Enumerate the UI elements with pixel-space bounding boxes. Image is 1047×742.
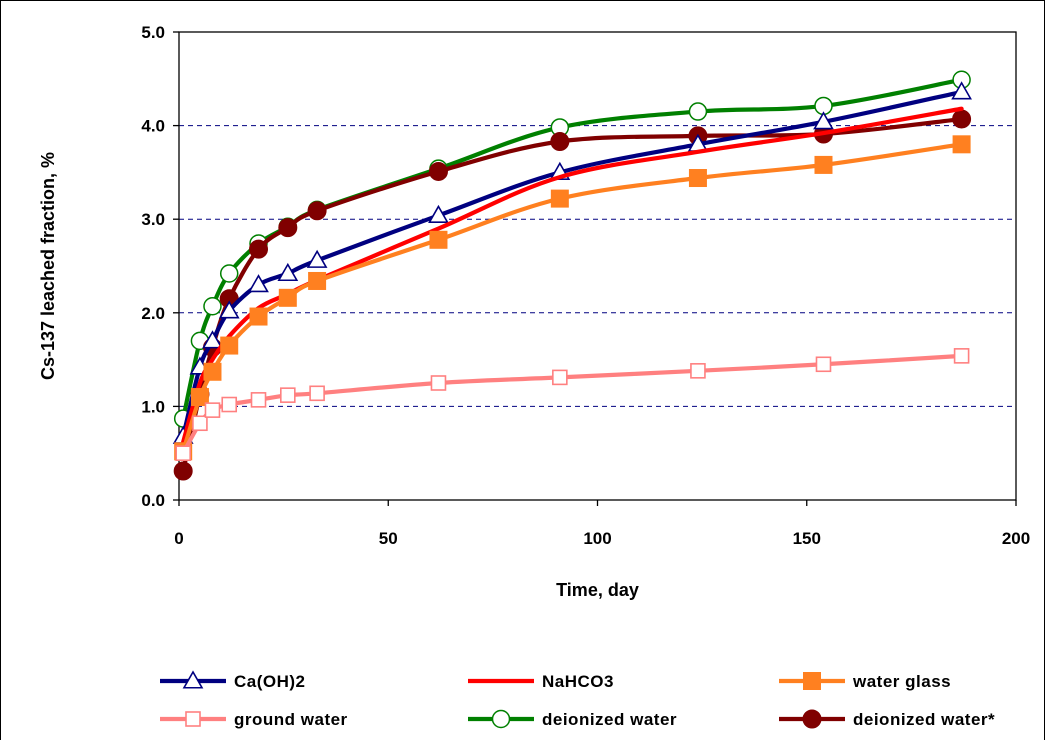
data-point-square — [249, 307, 268, 326]
data-point-circle — [952, 109, 972, 129]
data-point-circle — [688, 102, 708, 121]
y-axis-title: Cs-137 leached fraction, % — [38, 152, 58, 380]
data-point-triangle — [182, 670, 204, 689]
data-point-square — [192, 415, 208, 432]
data-point-circle — [249, 239, 269, 259]
y-tick-label: 5.0 — [141, 23, 165, 42]
data-point-square — [953, 348, 970, 364]
y-tick-label: 0.0 — [141, 491, 165, 510]
data-point-circle — [802, 709, 822, 729]
series-line — [181, 106, 964, 445]
x-tick-label: 0 — [174, 529, 183, 548]
x-tick-label: 50 — [379, 529, 398, 548]
data-point-circle — [428, 161, 448, 181]
data-point-square — [220, 336, 239, 355]
series-layer — [172, 70, 972, 481]
data-point-square — [430, 375, 447, 391]
data-point-circle — [278, 218, 298, 238]
data-point-triangle — [951, 81, 972, 100]
series-deionized-water — [173, 70, 971, 428]
data-point-square — [280, 387, 296, 403]
data-point-triangle — [277, 262, 299, 282]
data-point-square — [550, 189, 569, 208]
data-point-triangle — [202, 330, 223, 349]
x-tick-label: 150 — [793, 529, 821, 548]
y-tick-label: 1.0 — [141, 397, 165, 416]
data-point-square — [204, 402, 221, 418]
data-point-square — [552, 369, 568, 386]
x-tick-label: 100 — [583, 529, 611, 548]
legend-label: water glass — [852, 672, 951, 691]
data-point-circle — [219, 264, 239, 283]
series-line — [181, 89, 964, 439]
axis-ticks: 0.0 1.0 2.0 3.0 4.0 5.0 0 50 100 150 200 — [141, 23, 1030, 548]
data-point-square — [308, 271, 327, 290]
legend-label: Ca(OH)2 — [234, 672, 306, 691]
data-point-square — [814, 155, 833, 174]
data-point-triangle — [428, 204, 449, 224]
legend-label: NaHCO3 — [542, 672, 614, 691]
data-point-square — [815, 356, 832, 373]
data-point-triangle — [306, 249, 328, 268]
data-point-square — [309, 385, 325, 402]
series-ground-water — [175, 348, 970, 462]
data-point-square — [803, 672, 821, 690]
data-point-circle — [203, 296, 222, 316]
data-point-square — [690, 363, 706, 379]
x-axis-title: Time, day — [556, 580, 639, 600]
data-point-square — [203, 362, 222, 381]
data-point-square — [688, 169, 707, 188]
data-point-circle — [550, 132, 570, 152]
y-tick-label: 3.0 — [141, 210, 165, 229]
data-point-square — [175, 445, 191, 462]
legend-label: deionized water* — [853, 710, 995, 729]
series-line — [181, 142, 964, 454]
series-water-glass — [174, 135, 971, 461]
x-tick-label: 200 — [1002, 529, 1030, 548]
legend-entry: NaHCO3 — [468, 672, 614, 691]
data-point-triangle — [248, 274, 269, 293]
data-point-circle — [491, 709, 511, 729]
legend-label: ground water — [234, 710, 348, 729]
data-point-square — [952, 135, 971, 154]
legend-label: deionized water — [542, 710, 677, 729]
data-point-triangle — [813, 111, 834, 130]
data-point-square — [429, 230, 448, 249]
data-point-circle — [173, 461, 193, 481]
data-point-square — [278, 288, 297, 307]
data-point-square — [221, 396, 238, 413]
data-point-triangle — [218, 300, 240, 319]
legend-entry: water glass — [779, 672, 951, 691]
series-nahco3 — [181, 106, 964, 445]
data-point-square — [250, 392, 267, 408]
legend-entry: Ca(OH)2 — [160, 670, 306, 691]
y-tick-label: 2.0 — [141, 304, 165, 323]
data-point-circle — [307, 201, 327, 221]
legend: Ca(OH)2 NaHCO3 water glass ground water deio… — [160, 670, 995, 729]
legend-entry: ground water — [160, 710, 348, 729]
y-tick-label: 4.0 — [141, 117, 165, 136]
data-point-square — [190, 388, 209, 407]
legend-entry: deionized water* — [779, 709, 995, 729]
legend-entry: deionized water — [468, 709, 677, 729]
series-line — [181, 353, 964, 456]
data-point-square — [185, 711, 201, 727]
